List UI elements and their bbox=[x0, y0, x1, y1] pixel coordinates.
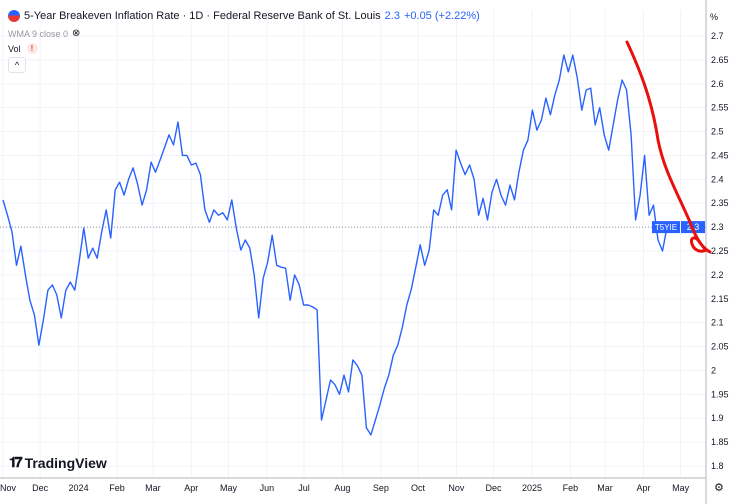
x-tick-label: May bbox=[672, 483, 690, 493]
symbol-title[interactable]: 5-Year Breakeven Inflation Rate · 1D · F… bbox=[24, 10, 381, 22]
x-tick-label: Mar bbox=[597, 483, 613, 493]
collapse-legend-button[interactable]: ^ bbox=[8, 57, 26, 73]
y-tick-label: 2.45 bbox=[711, 150, 729, 160]
y-tick-label: 2.5 bbox=[711, 127, 724, 137]
x-tick-label: Aug bbox=[334, 483, 350, 493]
y-tick-label: 2.65 bbox=[711, 55, 729, 65]
y-tick-label: 1.9 bbox=[711, 413, 724, 423]
warning-icon[interactable]: ! bbox=[26, 43, 38, 54]
y-tick-label: 1.85 bbox=[711, 437, 729, 447]
tradingview-logo-text: TradingView bbox=[24, 454, 107, 471]
x-tick-label: Dec bbox=[486, 483, 503, 493]
x-tick-label: Jul bbox=[298, 483, 310, 493]
vol-label: Vol bbox=[8, 43, 21, 54]
x-tick-label: Nov bbox=[0, 483, 16, 493]
change-value: +0.05 (+2.22%) bbox=[403, 10, 480, 22]
chart-header: 5-Year Breakeven Inflation Rate · 1D · F… bbox=[8, 10, 480, 22]
y-tick-label: 2.3 bbox=[711, 222, 724, 232]
y-tick-label: 2.6 bbox=[711, 79, 724, 89]
wma-label: WMA 9 close 0 bbox=[8, 28, 69, 39]
tradingview-logo-mark: 𝟏𝟕 bbox=[9, 454, 23, 470]
us-flag-icon bbox=[8, 10, 20, 22]
y-tick-label: 2.35 bbox=[711, 198, 729, 208]
series-line bbox=[2, 54, 668, 436]
x-tick-label: May bbox=[220, 483, 238, 493]
x-tick-label: Nov bbox=[448, 483, 465, 493]
y-tick-label: 2.05 bbox=[711, 342, 729, 352]
x-tick-label: Feb bbox=[109, 483, 125, 493]
y-tick-label: 2.7 bbox=[711, 31, 724, 41]
last-value: 2.3 bbox=[384, 10, 400, 22]
y-tick-label: 2.2 bbox=[711, 270, 724, 280]
axis-unit: % bbox=[710, 12, 719, 22]
x-tick-label: Feb bbox=[563, 483, 579, 493]
x-tick-label: Mar bbox=[145, 483, 161, 493]
x-tick-label: Jun bbox=[260, 483, 275, 493]
settings-icon[interactable]: ⚙ bbox=[714, 482, 724, 494]
y-tick-label: 2.55 bbox=[711, 103, 729, 113]
symbol-label: T5YIE bbox=[655, 223, 677, 232]
vol-indicator[interactable]: Vol ! bbox=[8, 43, 38, 54]
drawn-arrow-annotation bbox=[625, 40, 712, 254]
x-tick-label: Oct bbox=[411, 483, 426, 493]
y-tick-label: 2 bbox=[711, 365, 716, 375]
wma-indicator[interactable]: WMA 9 close 0 ⊗ bbox=[8, 28, 80, 39]
x-tick-label: Apr bbox=[636, 483, 650, 493]
y-tick-label: 1.8 bbox=[711, 461, 724, 471]
eye-crossed-icon[interactable]: ⊗ bbox=[72, 28, 81, 39]
x-tick-label: 2024 bbox=[69, 483, 89, 493]
symbol-label-box bbox=[652, 221, 680, 234]
y-tick-label: 2.25 bbox=[711, 246, 729, 256]
y-tick-label: 2.15 bbox=[711, 294, 729, 304]
tradingview-logo[interactable]: 𝟏𝟕 TradingView bbox=[9, 454, 107, 471]
x-tick-label: 2025 bbox=[522, 483, 542, 493]
y-tick-label: 2.4 bbox=[711, 174, 724, 184]
y-tick-label: 2.1 bbox=[711, 318, 724, 328]
x-tick-label: Sep bbox=[373, 483, 389, 493]
x-tick-label: Apr bbox=[184, 483, 198, 493]
x-tick-label: Dec bbox=[32, 483, 49, 493]
y-tick-label: 1.95 bbox=[711, 389, 729, 399]
